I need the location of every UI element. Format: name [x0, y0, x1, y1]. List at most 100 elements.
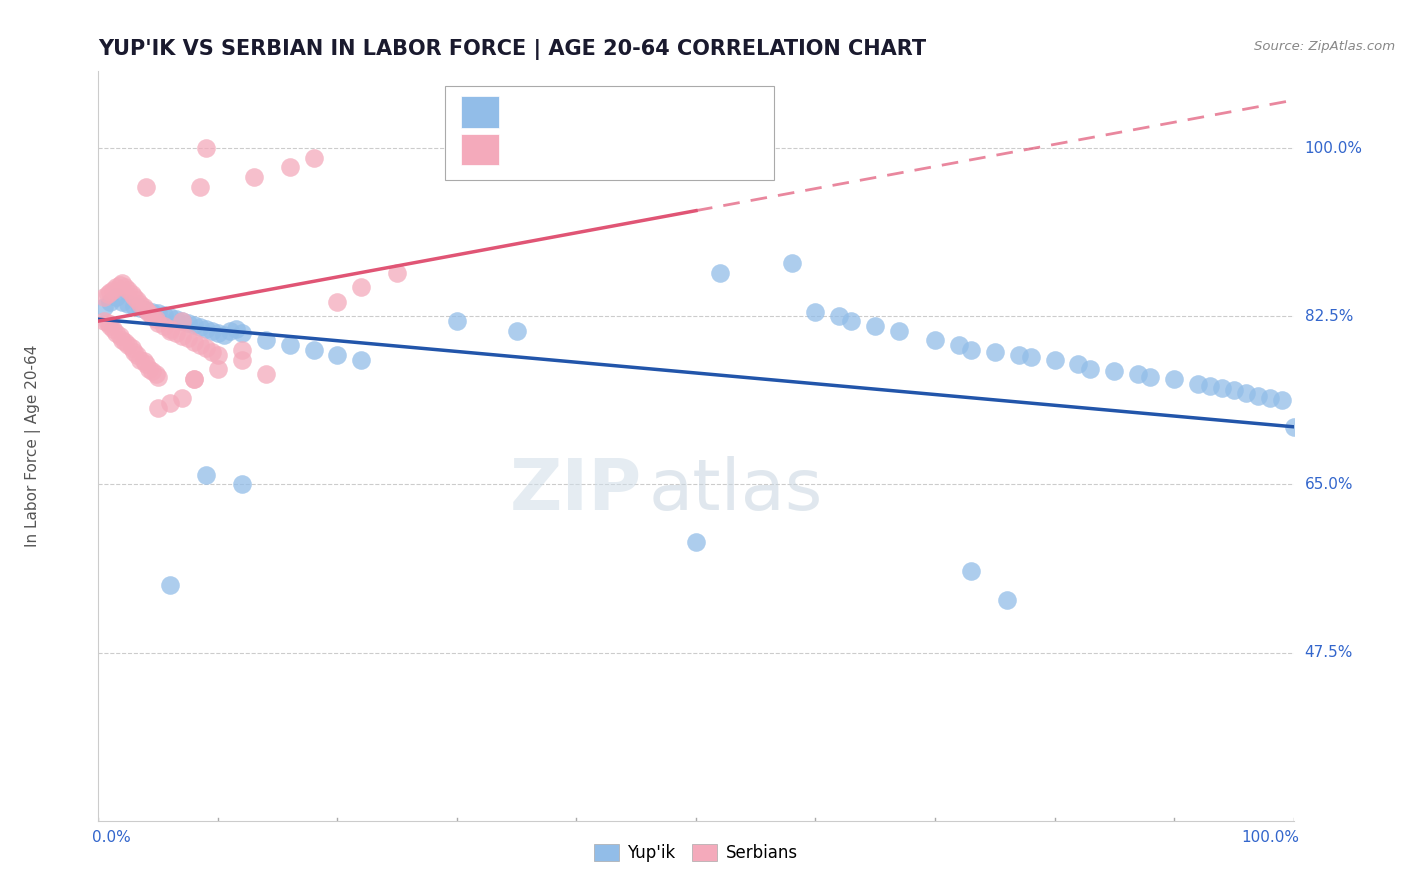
- Point: [207, 326, 229, 340]
- Point: [183, 335, 205, 350]
- Point: [105, 280, 128, 294]
- Point: [960, 343, 983, 357]
- Point: [101, 284, 124, 298]
- Point: [254, 367, 277, 381]
- Point: [148, 306, 170, 320]
- Point: [183, 372, 205, 386]
- Point: [1187, 376, 1209, 391]
- Text: atlas: atlas: [648, 457, 823, 525]
- Point: [172, 314, 194, 328]
- Point: [135, 179, 157, 194]
- Point: [1043, 352, 1066, 367]
- Point: [841, 314, 863, 328]
- Point: [201, 344, 224, 359]
- Text: R =  0.205: R = 0.205: [509, 139, 609, 158]
- Point: [1271, 392, 1294, 407]
- Point: [97, 287, 120, 301]
- Point: [129, 301, 152, 315]
- FancyBboxPatch shape: [446, 87, 773, 180]
- Text: N = 49: N = 49: [664, 139, 724, 158]
- Point: [188, 338, 211, 352]
- Point: [804, 304, 827, 318]
- Point: [231, 326, 253, 340]
- Point: [219, 324, 242, 338]
- Point: [121, 287, 143, 301]
- Point: [195, 322, 218, 336]
- Point: [195, 341, 218, 355]
- Point: [243, 169, 266, 184]
- Point: [302, 343, 325, 357]
- Point: [101, 322, 124, 336]
- Text: 65.0%: 65.0%: [1305, 477, 1353, 491]
- Point: [924, 334, 946, 348]
- Point: [188, 179, 211, 194]
- Point: [207, 348, 229, 362]
- Point: [960, 564, 983, 578]
- Point: [780, 256, 803, 270]
- Text: R = -0.258: R = -0.258: [509, 102, 609, 120]
- Text: In Labor Force | Age 20-64: In Labor Force | Age 20-64: [25, 345, 41, 547]
- FancyBboxPatch shape: [461, 134, 499, 165]
- Point: [278, 338, 301, 352]
- Point: [93, 290, 115, 304]
- Point: [117, 338, 139, 352]
- Point: [212, 327, 235, 342]
- Point: [865, 318, 887, 333]
- Point: [177, 316, 200, 330]
- Point: [709, 266, 731, 280]
- Point: [350, 352, 373, 367]
- Point: [506, 324, 529, 338]
- Point: [1163, 372, 1185, 386]
- Point: [278, 161, 301, 175]
- Point: [105, 326, 128, 340]
- Text: ZIP: ZIP: [510, 457, 643, 525]
- Text: Source: ZipAtlas.com: Source: ZipAtlas.com: [1254, 39, 1395, 53]
- Point: [1234, 386, 1257, 401]
- Point: [114, 335, 136, 350]
- Point: [188, 319, 211, 334]
- Point: [117, 297, 139, 311]
- Point: [141, 364, 163, 378]
- Point: [93, 300, 115, 314]
- Point: [326, 294, 349, 309]
- Point: [114, 280, 136, 294]
- Point: [125, 348, 148, 362]
- Point: [145, 312, 167, 326]
- Point: [1247, 389, 1270, 403]
- Point: [302, 151, 325, 165]
- Point: [1223, 384, 1246, 398]
- Text: YUP'IK VS SERBIAN IN LABOR FORCE | AGE 20-64 CORRELATION CHART: YUP'IK VS SERBIAN IN LABOR FORCE | AGE 2…: [98, 38, 927, 60]
- Point: [159, 324, 181, 338]
- Point: [132, 354, 155, 368]
- Point: [183, 372, 205, 386]
- Point: [159, 396, 181, 410]
- Point: [1008, 348, 1031, 362]
- Point: [159, 578, 181, 592]
- Point: [125, 293, 148, 307]
- Point: [207, 362, 229, 376]
- Point: [138, 362, 160, 376]
- Text: 100.0%: 100.0%: [1241, 830, 1299, 846]
- Point: [135, 302, 157, 317]
- Point: [195, 467, 218, 482]
- Point: [124, 299, 146, 313]
- Point: [111, 334, 134, 348]
- Point: [121, 341, 143, 355]
- Point: [172, 328, 194, 343]
- Point: [254, 334, 277, 348]
- Point: [1139, 369, 1161, 384]
- Point: [105, 290, 128, 304]
- Point: [97, 316, 120, 330]
- Point: [135, 302, 157, 317]
- Point: [124, 290, 146, 304]
- Point: [148, 401, 170, 415]
- Point: [93, 314, 115, 328]
- Text: 0.0%: 0.0%: [93, 830, 131, 846]
- Point: [159, 322, 181, 336]
- Point: [183, 318, 205, 332]
- Point: [195, 141, 218, 155]
- Text: 100.0%: 100.0%: [1305, 141, 1362, 156]
- Point: [159, 310, 181, 325]
- Point: [326, 348, 349, 362]
- Point: [385, 266, 409, 280]
